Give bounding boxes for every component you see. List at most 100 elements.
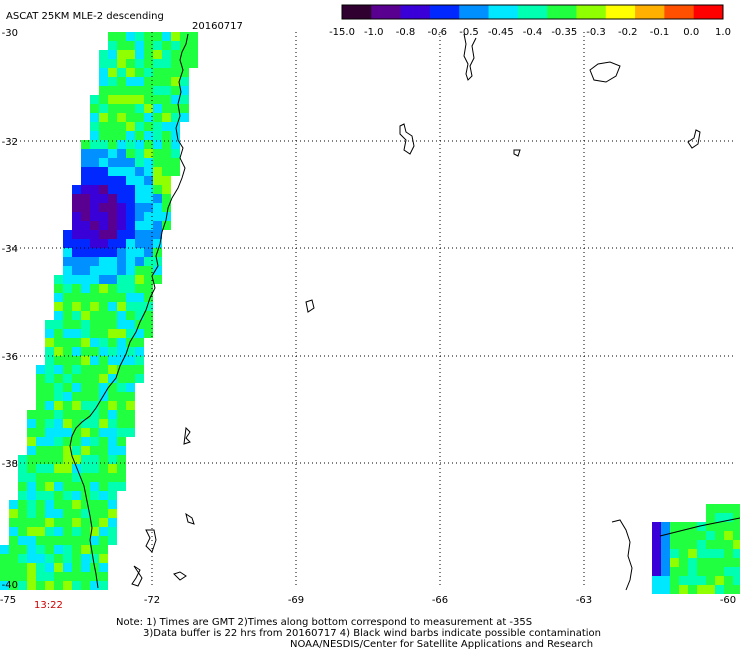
swath-pixel <box>679 567 688 576</box>
swath-pixel <box>0 545 9 554</box>
swath-pixel <box>108 509 117 518</box>
swath-pixel <box>652 567 661 576</box>
swath-pixel <box>117 95 126 104</box>
swath-pixel <box>54 473 63 482</box>
swath-pixel <box>162 194 171 203</box>
swath-pixel <box>108 131 117 140</box>
swath-pixel <box>90 581 99 590</box>
swath-pixel <box>670 585 679 594</box>
swath-pixel <box>54 518 63 527</box>
colorbar-label: -0.1 <box>650 27 670 38</box>
swath-pixel <box>117 32 126 41</box>
swath-pixel <box>117 455 126 464</box>
swath-pixel <box>117 320 126 329</box>
longitude-label: -75 <box>0 595 16 606</box>
swath-pixel <box>126 122 135 131</box>
swath-pixel <box>661 540 670 549</box>
swath-pixel <box>63 410 72 419</box>
swath-pixel <box>135 140 144 149</box>
swath-pixel <box>72 203 81 212</box>
swath-pixel <box>81 473 90 482</box>
swath-pixel <box>99 491 108 500</box>
swath-pixel <box>72 356 81 365</box>
swath-pixel <box>153 32 162 41</box>
swath-pixel <box>108 464 117 473</box>
swath-pixel <box>126 149 135 158</box>
swath-pixel <box>81 455 90 464</box>
swath-pixel <box>108 419 117 428</box>
swath-pixel <box>733 549 740 558</box>
swath-pixel <box>27 464 36 473</box>
swath-pixel <box>54 275 63 284</box>
swath-pixel <box>108 473 117 482</box>
swath-pixel <box>108 212 117 221</box>
swath-pixel <box>144 122 153 131</box>
chile-coastline <box>69 33 189 589</box>
swath-pixel <box>0 554 9 563</box>
swath-pixel <box>54 446 63 455</box>
swath-pixel <box>81 482 90 491</box>
swath-pixel <box>652 585 661 594</box>
swath-pixel <box>117 149 126 158</box>
swath-pixel <box>108 329 117 338</box>
swath-pixel <box>153 104 162 113</box>
longitude-label: -72 <box>144 595 160 606</box>
swath-pixel <box>54 419 63 428</box>
swath-pixel <box>99 239 108 248</box>
swath-pixel <box>90 284 99 293</box>
swath-pixel <box>90 257 99 266</box>
coast-island-5 <box>687 129 701 149</box>
swath-pixel <box>135 194 144 203</box>
swath-pixel <box>715 540 724 549</box>
swath-pixel <box>54 536 63 545</box>
swath-pixel <box>72 194 81 203</box>
swath-pixel <box>81 446 90 455</box>
swath-pixel <box>135 347 144 356</box>
swath-pixel <box>36 446 45 455</box>
swath-pixel <box>724 549 733 558</box>
swath-pixel <box>126 167 135 176</box>
swath-pixel <box>126 176 135 185</box>
swath-pixel <box>661 558 670 567</box>
swath-pixel <box>135 248 144 257</box>
swath-pixel <box>99 302 108 311</box>
swath-pixel <box>180 113 189 122</box>
swath-pixel <box>697 531 706 540</box>
swath-pixel <box>189 41 198 50</box>
colorbar-label: -0.35 <box>551 27 577 38</box>
swath-pixel <box>90 212 99 221</box>
swath-pixel <box>90 347 99 356</box>
swath-pixel <box>81 149 90 158</box>
swath-pixel <box>27 473 36 482</box>
swath-pixel <box>90 356 99 365</box>
swath-pixel <box>54 338 63 347</box>
swath-pixel <box>117 383 126 392</box>
swath-pixel <box>90 491 99 500</box>
swath-pixel <box>135 95 144 104</box>
swath-pixel <box>99 356 108 365</box>
swath-pixel <box>99 527 108 536</box>
swath-pixel <box>108 257 117 266</box>
swath-pixel <box>171 131 180 140</box>
swath-pixel <box>126 419 135 428</box>
swath-pixel <box>27 500 36 509</box>
swath-pixel <box>706 558 715 567</box>
swath-pixel <box>153 95 162 104</box>
swath-pixel <box>81 554 90 563</box>
swath-pixel <box>180 50 189 59</box>
swath-pixel <box>108 365 117 374</box>
swath-pixel <box>706 585 715 594</box>
swath-pixel <box>108 122 117 131</box>
colorbar-swatch <box>517 5 548 19</box>
swath-pixel <box>99 221 108 230</box>
swath-pixel <box>135 356 144 365</box>
swath-pixel <box>180 86 189 95</box>
colorbar-swatch <box>635 5 665 19</box>
swath-pixel <box>108 266 117 275</box>
swath-pixel <box>36 455 45 464</box>
swath-pixel <box>81 437 90 446</box>
swath-pixel <box>18 572 27 581</box>
swath-pixel <box>135 257 144 266</box>
swath-pixel <box>715 522 724 531</box>
swath-pixel <box>63 446 72 455</box>
